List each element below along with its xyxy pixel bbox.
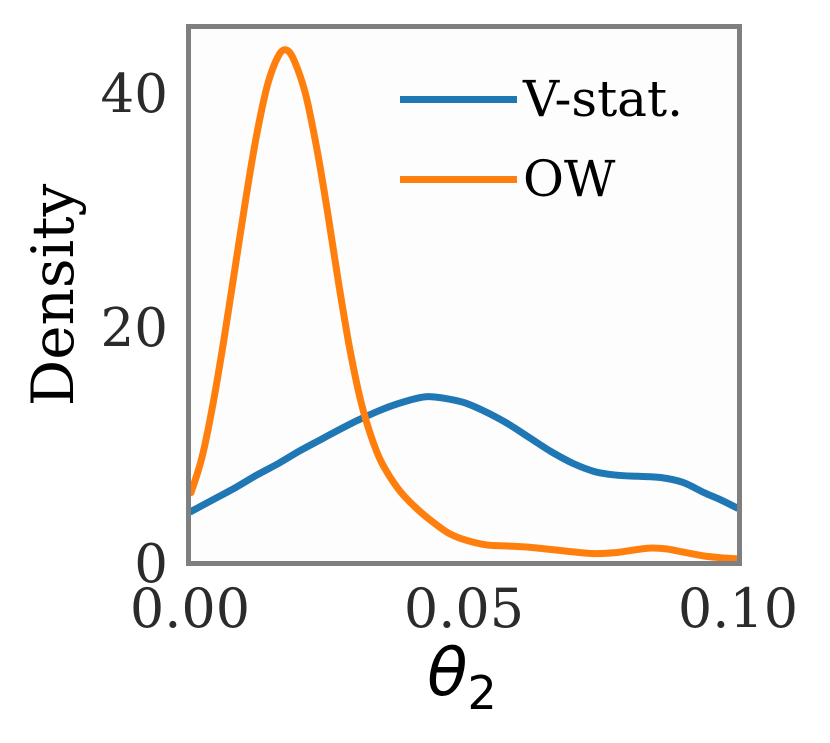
theta-subscript: 2 xyxy=(467,666,497,720)
legend-line-ow xyxy=(400,175,517,183)
legend-label-ow: OW xyxy=(523,150,616,208)
ytick-label-20: 20 xyxy=(100,298,168,359)
legend-label-vstat: V-stat. xyxy=(523,70,683,128)
y-axis-label: Density xyxy=(19,183,87,407)
plot-svg xyxy=(191,46,737,561)
theta-symbol: θ xyxy=(427,634,468,711)
xtick-label-0.10: 0.10 xyxy=(677,577,799,640)
ytick-label-40: 40 xyxy=(100,64,168,125)
x-axis-label: θ2 xyxy=(332,640,592,717)
legend-entry-ow: OW xyxy=(400,154,615,204)
series-line-ow xyxy=(191,46,737,561)
xtick-label-0.05: 0.05 xyxy=(403,577,525,640)
ytick-label-0: 0 xyxy=(134,534,168,595)
series-lines xyxy=(191,46,737,561)
plot-area xyxy=(186,24,742,566)
legend-entry-vstat: V-stat. xyxy=(400,74,683,124)
series-line-v-stat xyxy=(191,393,737,515)
legend-line-vstat xyxy=(400,95,517,103)
xtick-label-0.00: 0.00 xyxy=(129,577,251,640)
